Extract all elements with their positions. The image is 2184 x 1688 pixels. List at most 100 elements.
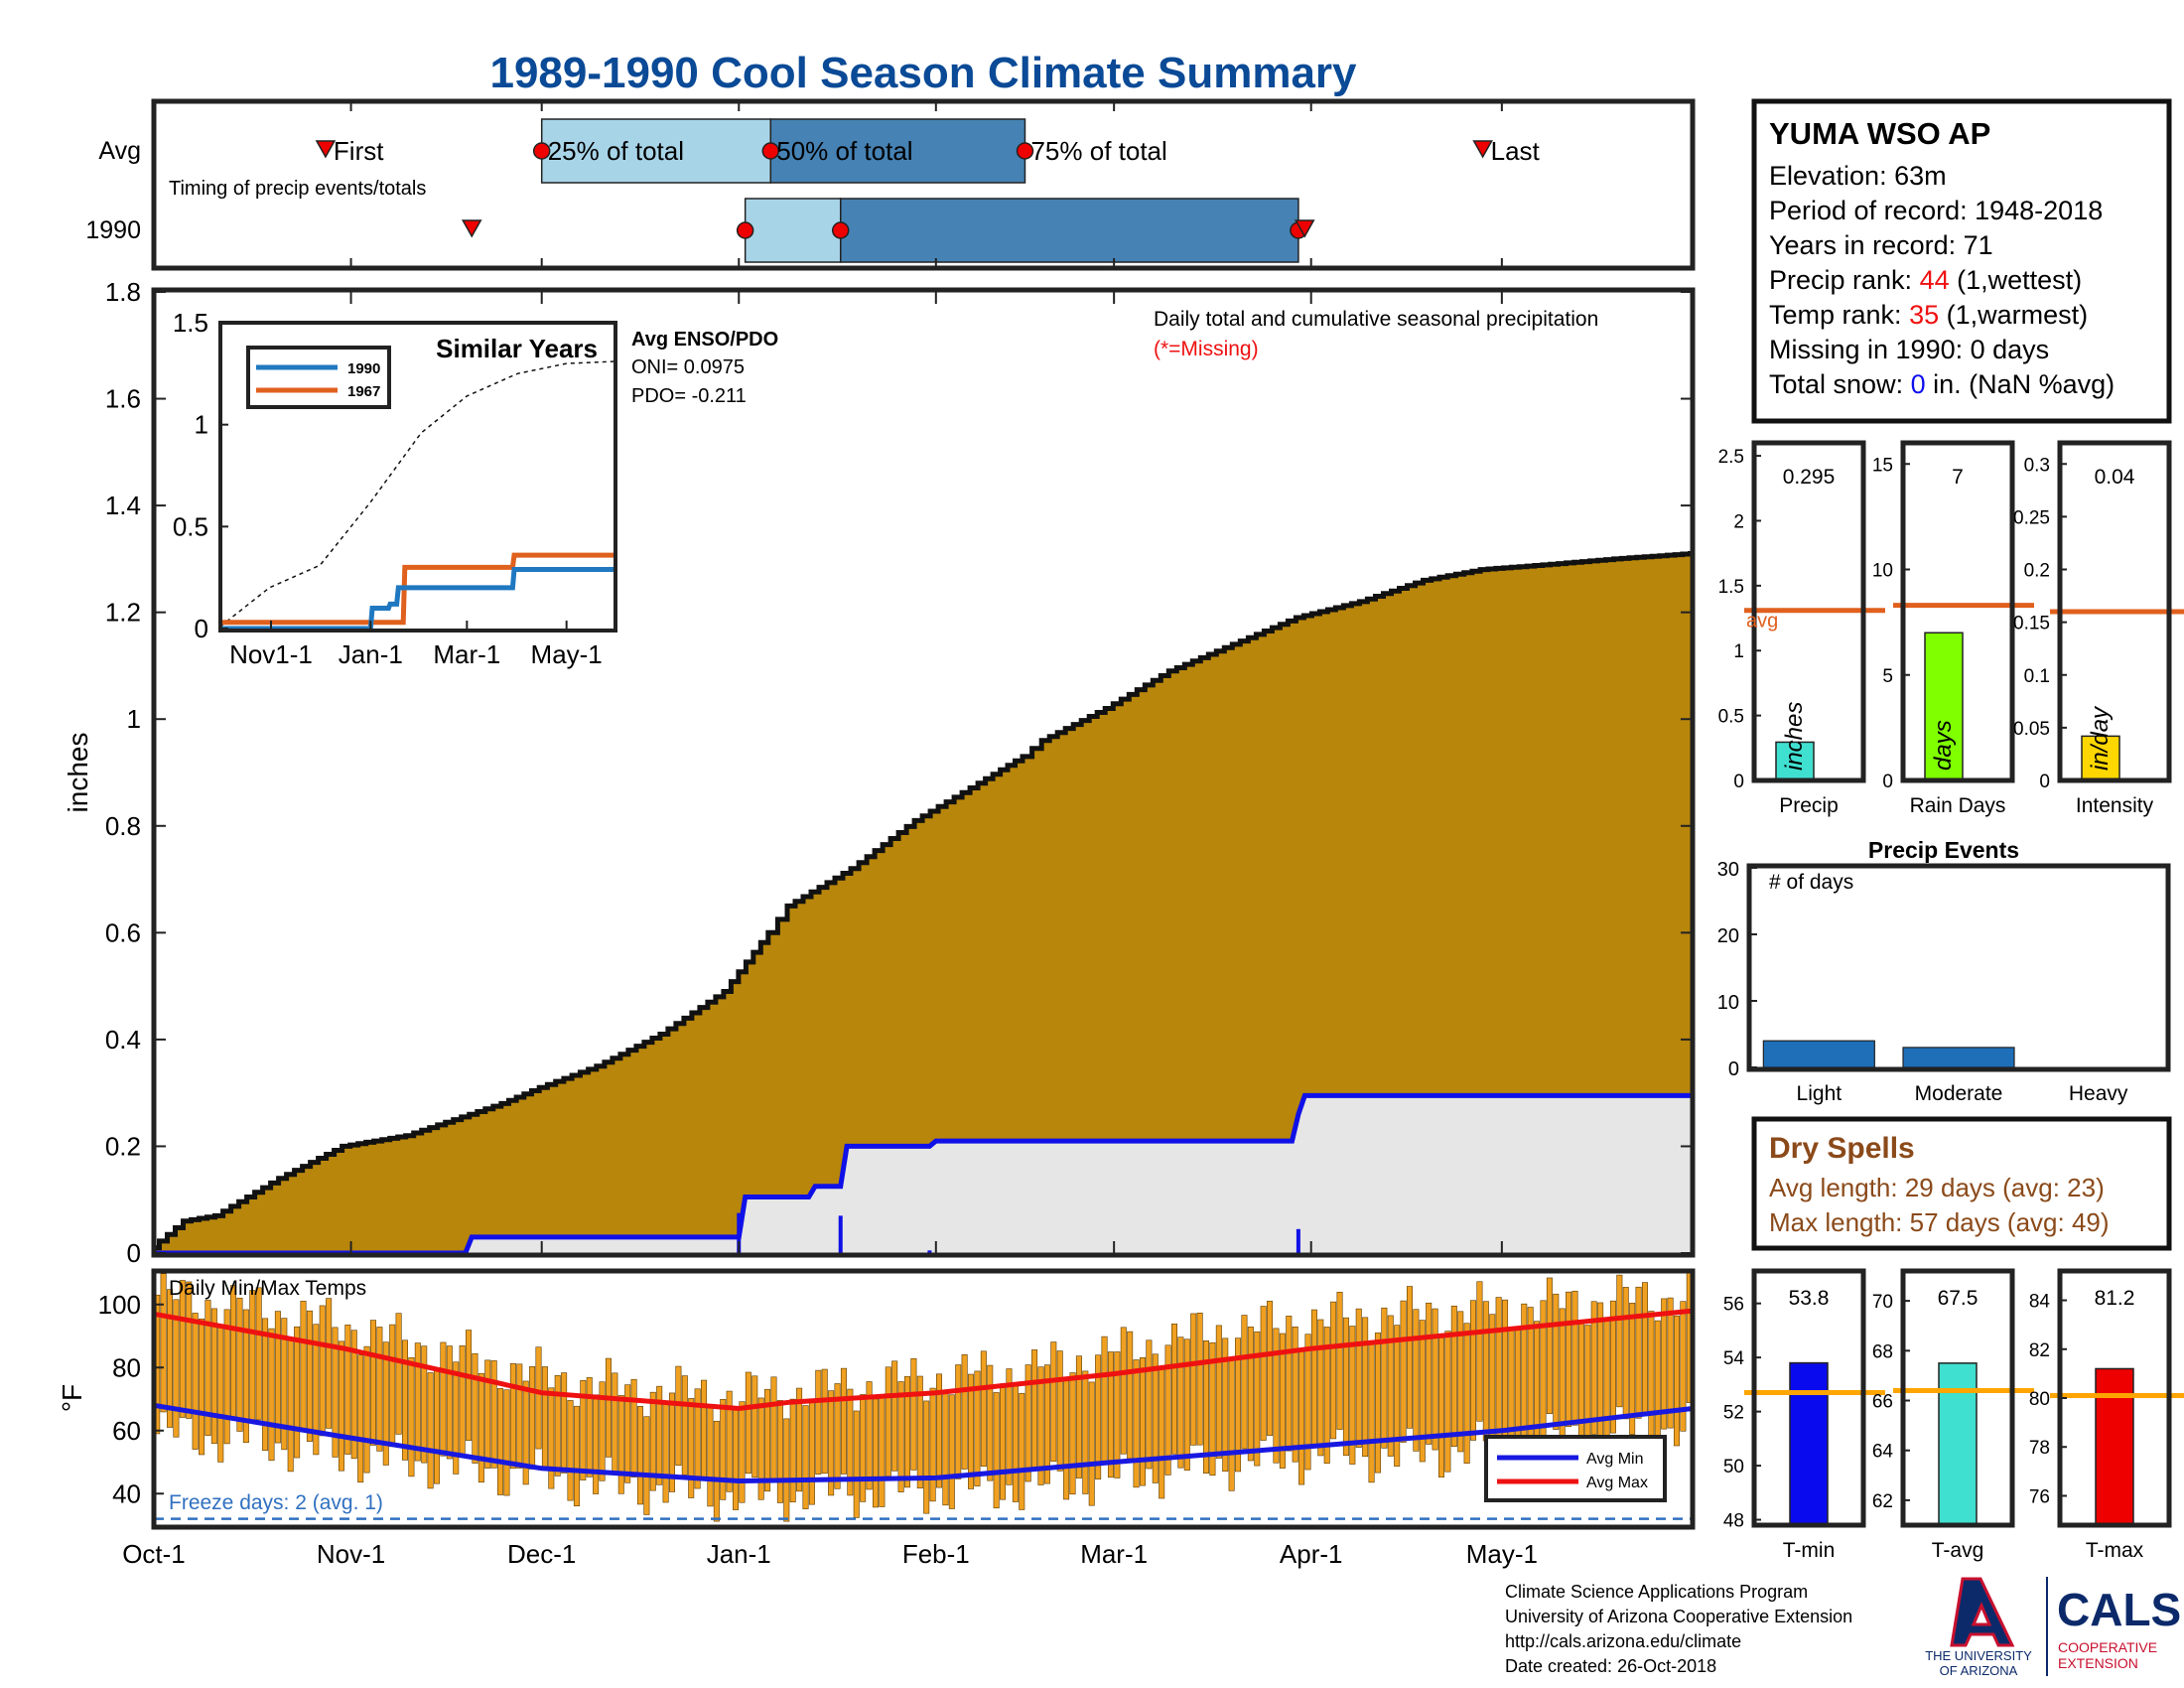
daily-temp-bar (344, 1325, 351, 1455)
daily-temp-bar (1444, 1331, 1451, 1473)
summary-ytick-label: 0 (1882, 772, 1893, 792)
events-category-label: Heavy (2069, 1082, 2128, 1105)
daily-temp-bar (357, 1354, 364, 1483)
footer-line-2: University of Arizona Cooperative Extens… (1505, 1607, 1852, 1626)
daily-temp-bar (923, 1400, 930, 1514)
daily-temp-bar (1438, 1336, 1445, 1477)
avg-cumulative-line (154, 551, 1693, 1251)
daily-temp-bar (541, 1366, 548, 1469)
precip-events-chart: Precip Events Light Moderate Heavy0102030 … (1717, 837, 2171, 1105)
temp-summary-label: T-avg (1932, 1539, 1984, 1562)
timing-last-label: Last (1491, 136, 1541, 166)
daily-temp-bar (1661, 1298, 1668, 1430)
temp-panel-t-max: 81.2 T-max 76 78 80 82 84 (2029, 1268, 2184, 1562)
daily-temp-bar (1603, 1318, 1610, 1452)
ua-name-line-2: OF ARIZONA (1940, 1663, 2018, 1678)
daily-temp-bar (860, 1394, 867, 1502)
daily-temp-bar (853, 1410, 860, 1518)
daily-temp-bar (942, 1390, 949, 1506)
dry-spells-title: Dry Spells (1769, 1132, 1915, 1165)
timing-dot-marker (1016, 142, 1034, 160)
main-ytick-label: 0 (127, 1238, 141, 1268)
daily-temp-bar (751, 1375, 758, 1478)
daily-temp-bar (879, 1397, 886, 1507)
timing-triangle-marker (1472, 140, 1493, 159)
daily-temp-bar (1304, 1334, 1311, 1471)
summary-ytick-label: 15 (1872, 455, 1893, 476)
summary-ytick-label: 0.1 (2024, 666, 2050, 687)
daily-temp-bar (783, 1418, 790, 1522)
daily-temp-bar (1349, 1326, 1356, 1465)
temp-summary-value: 81.2 (2095, 1287, 2135, 1310)
avg-max-line (153, 1308, 1694, 1412)
summary-label: Rain Days (1910, 794, 2006, 817)
daily-temp-bar (897, 1381, 904, 1492)
daily-temp-bar (903, 1375, 910, 1488)
legend-avg-min: Avg Min (1586, 1451, 1644, 1468)
daily-temp-bar (974, 1370, 981, 1486)
daily-temp-bar (1629, 1303, 1636, 1435)
temp-ytick-label: 100 (98, 1290, 141, 1320)
timing-dot-marker (736, 221, 754, 239)
daily-temp-bar (726, 1390, 733, 1492)
footer-line-1: Climate Science Applications Program (1505, 1582, 1808, 1602)
temp-summary-ytick-label: 56 (1723, 1295, 1744, 1316)
timing-caption: Timing of precip events/totals (169, 178, 426, 200)
daily-temp-bar (961, 1354, 968, 1470)
timing-box-q1 (744, 198, 842, 263)
cals-logo: CALS COOPERATIVE EXTENSION (2057, 1584, 2181, 1671)
station-elevation: Elevation: 63m (1769, 161, 1947, 191)
daily-temp-bar (1495, 1297, 1502, 1437)
daily-temp-bar (630, 1378, 637, 1477)
daily-temp-bar (936, 1373, 943, 1488)
timing-dot-marker (831, 221, 850, 239)
summary-ytick-label: 0.5 (1718, 707, 1744, 728)
daily-temp-bar (306, 1310, 313, 1442)
daily-temp-bar (1432, 1308, 1438, 1451)
daily-temp-bar (326, 1298, 333, 1429)
cals-wordmark: CALS (2057, 1584, 2181, 1635)
block-a-logo-icon (1950, 1577, 2015, 1647)
summary-ytick-label: 0 (2039, 772, 2050, 792)
avg-min-line (153, 1402, 1694, 1484)
daily-temp-bar (1641, 1282, 1648, 1414)
daily-temp-bar (593, 1394, 600, 1494)
inset-xtick-label: Jan-1 (339, 639, 403, 669)
daily-temp-bar (548, 1387, 555, 1489)
daily-temp-bar (1323, 1327, 1330, 1465)
daily-temp-bar (1024, 1364, 1031, 1482)
temp-summary-ytick-label: 84 (2029, 1292, 2051, 1313)
station-precip-rank: Precip rank: 44 (1,wettest) (1769, 265, 2082, 295)
timing-dot-marker (532, 142, 551, 160)
daily-temp-bar (1616, 1274, 1623, 1408)
daily-temp-bar (580, 1380, 587, 1480)
daily-temp-bar (1031, 1349, 1038, 1468)
timing-triangle-marker (315, 140, 337, 159)
daily-temp-bar (605, 1357, 612, 1458)
station-snow: Total snow: 0 in. (NaN %avg) (1769, 369, 2115, 399)
daily-temp-bar (872, 1398, 879, 1508)
daily-temp-bar (757, 1397, 764, 1500)
temp-summary-label: T-max (2086, 1539, 2144, 1562)
daily-temp-bar (993, 1392, 1000, 1509)
temp-summary-bars: 53.8 T-min 48 50 52 54 56 67.5 T-avg 62 64 66 68 70 81… (1723, 1268, 2184, 1562)
daily-temp-bar (955, 1364, 962, 1479)
temp-summary-bar (1789, 1361, 1829, 1526)
temp-panel-t-avg: 67.5 T-avg 62 64 66 68 70 (1872, 1268, 2034, 1562)
daily-temp-bar (770, 1376, 777, 1479)
season-summary-bars: 0.295 Precip 0 0.5 1 1.5 2 2.5 inches avg 7 Rain Da… (1718, 440, 2184, 817)
avg-cumulative-area (154, 553, 1693, 1253)
daily-temp-bar (1215, 1325, 1222, 1459)
daily-temp-bar (1019, 1392, 1025, 1510)
temp-summary-ytick-label: 78 (2029, 1438, 2050, 1459)
daily-temp-bar (1553, 1293, 1560, 1430)
daily-temp-bar (599, 1381, 606, 1481)
summary-frame (2057, 440, 2172, 783)
x-tick-label: Mar-1 (1080, 1539, 1148, 1569)
daily-temp-bar (617, 1395, 624, 1494)
daily-temp-bar (1667, 1297, 1674, 1429)
daily-temp-bar (1247, 1327, 1254, 1462)
temp-summary-bar (1938, 1362, 1978, 1526)
daily-temp-bar (1654, 1320, 1661, 1452)
daily-temp-bar (186, 1281, 193, 1419)
